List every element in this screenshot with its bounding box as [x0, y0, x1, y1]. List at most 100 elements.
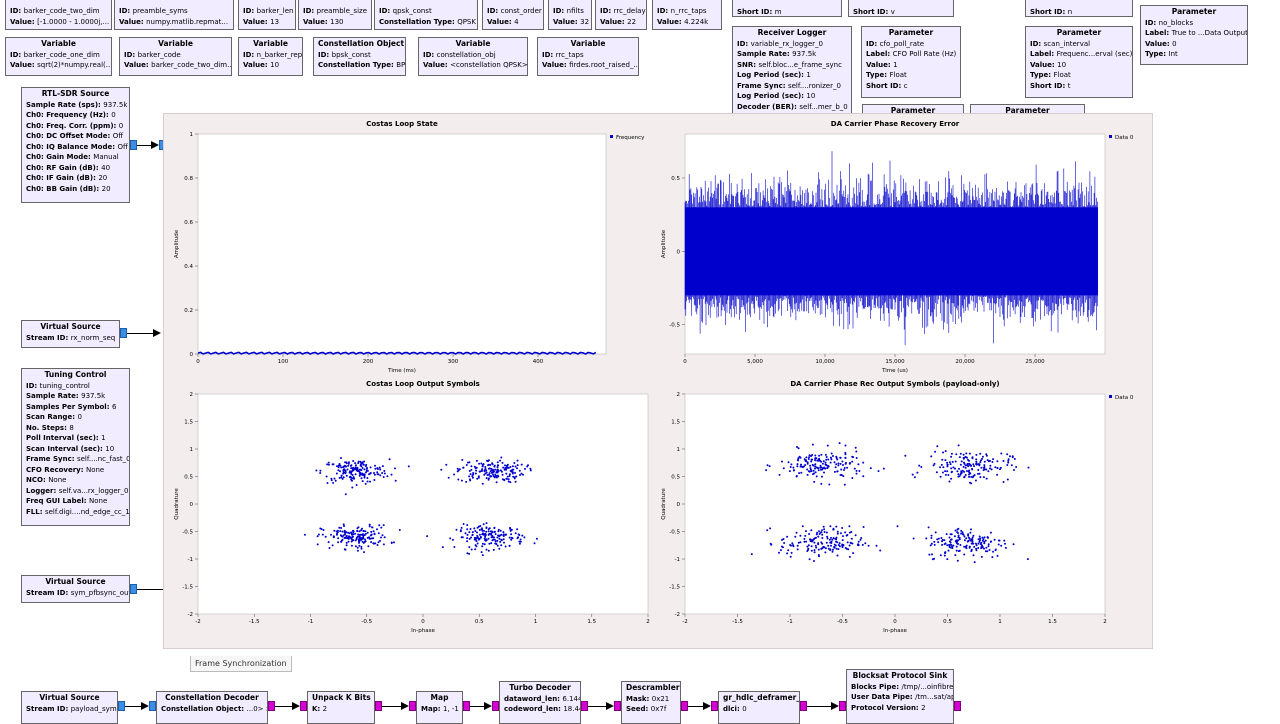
scatter-point — [829, 548, 832, 551]
variable-block-tb6[interactable]: ID: const_order Value: 4 — [482, 0, 544, 30]
scatter-point — [471, 534, 474, 537]
flowgraph-block-2[interactable]: Unpack K Bits K: 2 — [307, 691, 375, 724]
block-input-port[interactable] — [614, 701, 621, 711]
block-output-port[interactable] — [118, 701, 125, 711]
block-input-port[interactable] — [711, 701, 718, 711]
variable-block-tb4[interactable]: ID: preamble_size Value: 130 — [298, 0, 372, 30]
block-param-row: Short ID: m — [737, 7, 837, 16]
scatter-point — [817, 469, 820, 472]
scatter-point — [369, 537, 372, 540]
scatter-point — [487, 459, 490, 462]
scatter-point — [527, 464, 529, 467]
virtual-source-sym-pfbsync-out-block[interactable]: Virtual Source Stream ID: sym_pfbsync_out — [21, 575, 130, 603]
variable-block-0[interactable]: Variable ID: barker_code_one_dim Value: sq… — [5, 37, 112, 76]
scatter-point — [803, 537, 806, 540]
variable-block-5[interactable]: Variable ID: rrc_taps Value: firdes.root_r… — [537, 37, 639, 76]
variable-block-tb7[interactable]: ID: nfilts Value: 32 — [548, 0, 592, 30]
block-output-port[interactable] — [581, 701, 588, 711]
variable-block-tb2[interactable]: ID: preamble_syms Value: numpy.matlib.rep… — [114, 0, 234, 30]
flowgraph-block-0[interactable]: Virtual Source Stream ID: payload_sym — [21, 691, 118, 724]
variable-block-tb12[interactable]: Short ID: n — [1025, 0, 1133, 17]
rtl-sdr-source-block[interactable]: RTL-SDR Source Sample Rate (sps): 937.5k C… — [21, 87, 130, 203]
block-output-port[interactable] — [375, 701, 382, 711]
variable-block-3[interactable]: Constellation Object ID: bpsk_const Conste… — [313, 37, 406, 76]
scatter-point — [896, 525, 899, 528]
block-output-port[interactable] — [681, 701, 688, 711]
block-param-row: ID: bpsk_const — [318, 50, 401, 61]
scatter-point — [913, 476, 916, 479]
receiver-logger-block[interactable]: Receiver Logger ID: variable_rx_logger_0 S… — [732, 26, 852, 116]
variable-block-tb1[interactable]: ID: barker_code_two_dim Value: [-1.0000 -… — [5, 0, 112, 30]
parameter-no-blocks-block[interactable]: Parameter ID: no_blocks Label: True to ...… — [1140, 5, 1248, 65]
block-title: Blocksat Protocol Sink — [852, 671, 948, 680]
block-param-row: Ch0: RF Gain (dB): 40 — [26, 163, 125, 174]
scatter-point — [511, 468, 514, 471]
scatter-point — [985, 468, 988, 471]
scatter-point — [931, 553, 933, 556]
scatter-point — [951, 460, 954, 463]
variable-block-tb8[interactable]: ID: rrc_delay Value: 22 — [595, 0, 647, 30]
block-param-row: Value: [-1.0000 - 1.0000j,... — [10, 17, 109, 28]
flowgraph-block-1[interactable]: Constellation Decoder Constellation Objec… — [156, 691, 268, 724]
variable-block-tb5[interactable]: ID: qpsk_const Constellation Type: QPSK — [374, 0, 478, 30]
scatter-point — [516, 537, 519, 540]
variable-block-tb9[interactable]: ID: n_rrc_taps Value: 4.224k — [652, 0, 722, 30]
block-output-port[interactable] — [268, 701, 275, 711]
scatter-point — [829, 541, 832, 544]
x-tick-label: 2 — [1103, 619, 1107, 625]
scatter-point — [345, 544, 348, 547]
scatter-point — [508, 473, 511, 476]
scatter-point — [486, 474, 489, 476]
flowgraph-block-6[interactable]: gr_hdlc_deframer_b dlci: 0 — [718, 691, 800, 724]
scatter-point — [1002, 460, 1005, 462]
param-value: 6.144k — [562, 694, 580, 703]
scatter-point — [1007, 461, 1010, 464]
block-output-port[interactable] — [463, 701, 470, 711]
parameter-cfo-poll-rate-block[interactable]: Parameter ID: cfo_poll_rate Label: CFO Pol… — [861, 26, 961, 98]
scatter-point — [969, 472, 972, 475]
block-param-row: ID: n_rrc_taps — [657, 6, 717, 17]
block-input-port[interactable] — [839, 701, 846, 711]
block-output-port[interactable] — [954, 701, 961, 711]
param-label: Logger: — [26, 486, 59, 495]
block-param-row: Value: numpy.matlib.repmat... — [119, 17, 229, 28]
variable-block-4[interactable]: Variable ID: constellation_obj Value: <con… — [418, 37, 528, 76]
block-input-port[interactable] — [409, 701, 416, 711]
virtual-source-output-port[interactable] — [120, 328, 127, 338]
parameter-scan-interval-block[interactable]: Parameter ID: scan_interval Label: Frequen… — [1025, 26, 1133, 98]
scatter-point — [854, 446, 857, 449]
block-param-row: Protocol Version: 2 — [851, 703, 949, 714]
block-input-port[interactable] — [300, 701, 307, 711]
flowgraph-block-7[interactable]: Blocksat Protocol Sink Blocks Pipe: /tmp/… — [846, 669, 954, 724]
flowgraph-block-3[interactable]: Map Map: 1, -1 — [416, 691, 463, 724]
scatter-point — [366, 531, 369, 534]
virtual-source-rx-norm-seq-block[interactable]: Virtual Source Stream ID: rx_norm_seq — [21, 320, 120, 348]
scatter-point — [790, 551, 793, 554]
block-title: Virtual Source — [45, 577, 106, 586]
scatter-point — [348, 532, 351, 535]
scatter-point — [798, 472, 801, 475]
block-input-port[interactable] — [492, 701, 499, 711]
scatter-point — [363, 460, 366, 463]
virtual-source-output-port[interactable] — [130, 584, 137, 594]
block-input-port[interactable] — [149, 701, 156, 711]
variable-block-2[interactable]: Variable ID: n_barker_rep Value: 10 — [238, 37, 303, 76]
rtl-sdr-output-port[interactable] — [130, 140, 137, 150]
scatter-point — [363, 476, 366, 479]
variable-block-tb11[interactable]: Short ID: v — [848, 0, 954, 17]
flowgraph-block-5[interactable]: Descrambler Mask: 0x21 Seed: 0x7f — [621, 681, 681, 724]
scatter-point — [352, 535, 354, 538]
x-tick-label: -1.5 — [732, 619, 743, 625]
variable-block-tb10[interactable]: Short ID: m — [732, 0, 842, 17]
variable-block-tb3[interactable]: ID: barker_len Value: 13 — [238, 0, 296, 30]
tuning-control-block[interactable]: Tuning Control ID: tuning_control Sample R… — [21, 368, 130, 526]
block-param-row: User Data Pipe: /tm...sat/api — [851, 692, 953, 703]
x-tick-label: -2 — [195, 619, 200, 625]
variable-block-1[interactable]: Variable ID: barker_code Value: barker_cod… — [119, 37, 232, 76]
scatter-point — [1004, 542, 1006, 545]
tab-frame-synchronization[interactable]: Frame Synchronization — [190, 656, 292, 672]
block-output-port[interactable] — [800, 701, 807, 711]
scatter-point — [485, 527, 488, 529]
scatter-point — [368, 523, 371, 526]
